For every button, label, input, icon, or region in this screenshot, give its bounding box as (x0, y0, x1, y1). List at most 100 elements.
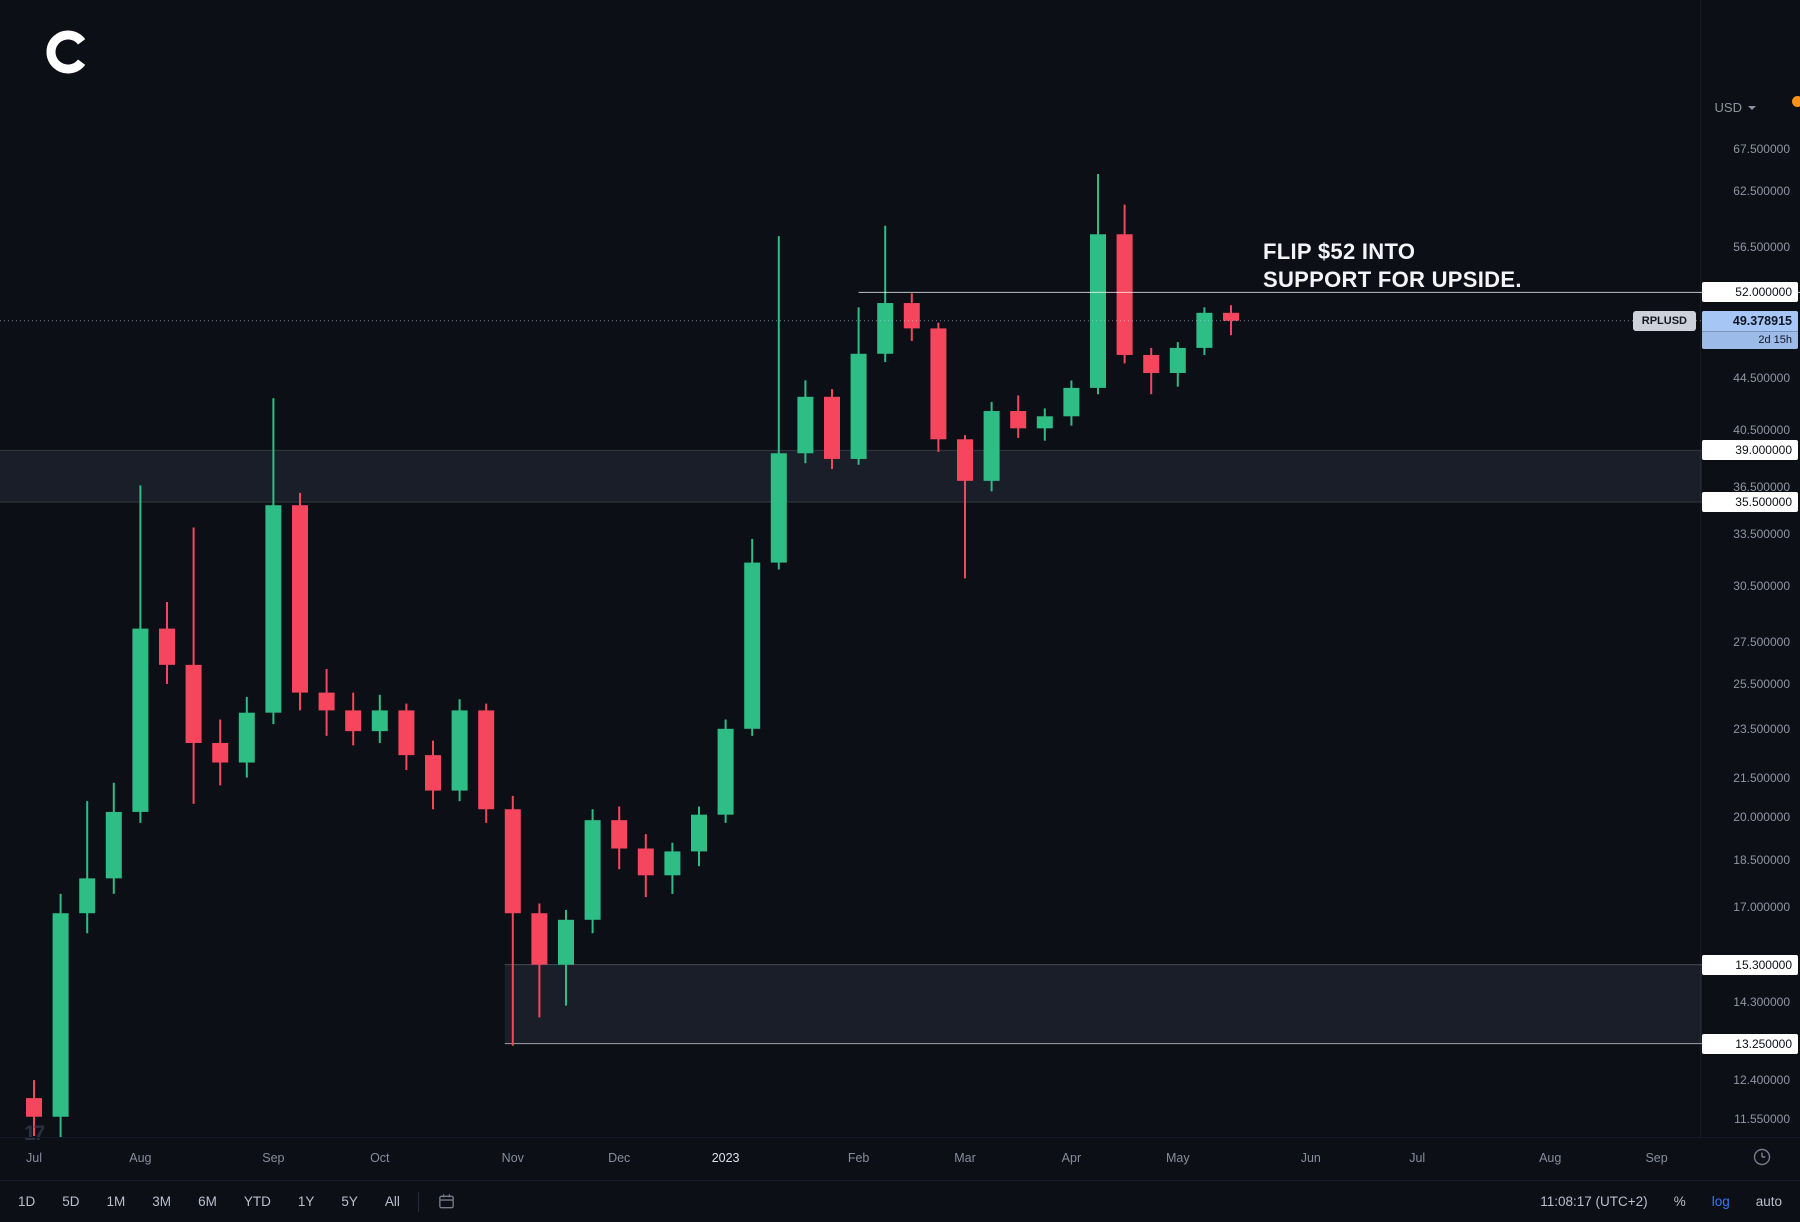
tradingview-watermark[interactable]: 17 (24, 1122, 45, 1145)
candle (292, 492, 308, 711)
candle (611, 806, 628, 870)
price-tick-label: 11.550000 (1734, 1112, 1790, 1127)
price-tick-label: 44.500000 (1733, 370, 1790, 385)
annotation-line-2: SUPPORT FOR UPSIDE. (1263, 266, 1522, 292)
price-tick-label: 18.500000 (1733, 853, 1790, 868)
notification-dot (1792, 96, 1800, 107)
candle (1169, 342, 1186, 387)
toolbar-right-group: 11:08:17 (UTC+2) % log auto (1540, 1194, 1782, 1209)
candle (877, 225, 894, 363)
candle (52, 893, 69, 1137)
last-price-label[interactable]: 49.378915 2d 15h (1702, 310, 1798, 349)
candle (770, 236, 787, 570)
candle (1196, 307, 1213, 355)
candle (238, 696, 255, 778)
candle (212, 719, 229, 786)
price-level-label: 15.300000 (1702, 954, 1798, 975)
candle (1090, 173, 1106, 395)
range-button-3m[interactable]: 3M (152, 1194, 172, 1209)
candle (1010, 395, 1027, 438)
candle (744, 538, 761, 736)
range-button-1d[interactable]: 1D (18, 1194, 36, 1209)
time-tick-jul: Jul (1409, 1151, 1426, 1165)
time-axis[interactable]: Jul Aug Sep Oct Nov Dec 2023 Feb Mar Apr May Jun Jul… (0, 1137, 1800, 1181)
candle (983, 401, 1000, 492)
candle (691, 806, 707, 867)
price-tick-label: 56.500000 (1733, 239, 1790, 254)
price-axis[interactable]: 67.500000 62.500000 56.500000 52.000000 44.5… (1700, 0, 1800, 1137)
range-button-1m[interactable]: 1M (106, 1194, 126, 1209)
chart-annotation: FLIP $52 INTO SUPPORT FOR UPSIDE. (1263, 238, 1522, 294)
candle (637, 834, 654, 898)
chevron-down-icon (1748, 105, 1756, 110)
candle (850, 307, 867, 465)
toolbar-divider (417, 1191, 419, 1212)
range-button-6m[interactable]: 6M (198, 1194, 217, 1209)
clock-time[interactable]: 11:08:17 (UTC+2) (1540, 1194, 1648, 1209)
candle (478, 703, 495, 823)
price-level-label: 52.000000 (1702, 282, 1798, 303)
price-tick-label: 25.500000 (1733, 676, 1790, 691)
time-tick-aug: Aug (129, 1151, 152, 1165)
symbol-ticker: RPLUSD (1641, 314, 1687, 327)
time-tick-jul: Jul (26, 1151, 42, 1165)
candle (664, 842, 681, 894)
timezone-clock-icon[interactable] (1752, 1147, 1772, 1172)
time-tick-sep: Sep (1645, 1151, 1668, 1165)
log-scale-button[interactable]: log (1711, 1194, 1730, 1209)
symbol-tag: RPLUSD (1632, 310, 1696, 331)
site-logo[interactable] (44, 28, 92, 81)
candle (79, 801, 96, 934)
go-to-date-icon[interactable] (437, 1192, 456, 1211)
candlestick-chart[interactable] (0, 0, 1800, 1137)
price-level-label: 39.000000 (1702, 440, 1798, 461)
candle (930, 322, 947, 452)
range-button-all[interactable]: All (384, 1194, 400, 1209)
range-button-5d[interactable]: 5D (62, 1194, 80, 1209)
currency-dropdown[interactable]: USD (1715, 100, 1756, 115)
candle (1036, 408, 1053, 441)
candle (824, 389, 840, 470)
price-tick-label: 30.500000 (1733, 578, 1790, 593)
supply-zone[interactable] (0, 450, 1702, 503)
candle (451, 699, 468, 802)
price-tick-label: 27.500000 (1733, 635, 1790, 650)
candle (185, 527, 202, 804)
time-tick-nov: Nov (501, 1151, 524, 1165)
candle (957, 435, 973, 579)
candle (558, 909, 574, 1006)
candle (265, 398, 282, 725)
time-tick-dec: Dec (608, 1151, 631, 1165)
price-tick-label: 62.500000 (1733, 184, 1790, 199)
time-tick-apr: Apr (1061, 1151, 1082, 1165)
time-tick-mar: Mar (954, 1151, 976, 1165)
last-price-value: 49.378915 (1732, 313, 1792, 328)
time-tick-aug: Aug (1539, 1151, 1562, 1165)
candle (903, 293, 920, 341)
auto-scale-button[interactable]: auto (1755, 1194, 1782, 1209)
demand-zone[interactable] (504, 964, 1702, 1044)
candle (531, 903, 548, 1018)
price-tick-label: 17.000000 (1733, 899, 1790, 914)
time-tick-sep: Sep (262, 1151, 285, 1165)
range-button-ytd[interactable]: YTD (243, 1194, 271, 1209)
candle (159, 601, 175, 684)
price-level-label: 35.500000 (1702, 492, 1798, 513)
candle (425, 740, 441, 810)
timeframe-buttons: 1D 5D 1M 3M 6M YTD 1Y 5Y All (18, 1194, 400, 1209)
time-tick-oct: Oct (370, 1151, 390, 1165)
site-logo-icon (46, 30, 86, 74)
price-tick-label: 20.000000 (1733, 810, 1790, 825)
candle (26, 1080, 42, 1137)
range-button-1y[interactable]: 1Y (297, 1194, 315, 1209)
range-button-5y[interactable]: 5Y (341, 1194, 358, 1209)
price-tick-label: 67.500000 (1733, 142, 1790, 156)
candle (398, 703, 415, 771)
price-level-label: 13.250000 (1702, 1033, 1798, 1054)
candle (132, 485, 149, 823)
bar-countdown: 2d 15h (1702, 330, 1798, 349)
time-tick-may: May (1165, 1151, 1190, 1165)
percent-scale-button[interactable]: % (1673, 1194, 1686, 1209)
candle (371, 694, 388, 744)
annotation-line-1: FLIP $52 INTO (1263, 239, 1416, 264)
